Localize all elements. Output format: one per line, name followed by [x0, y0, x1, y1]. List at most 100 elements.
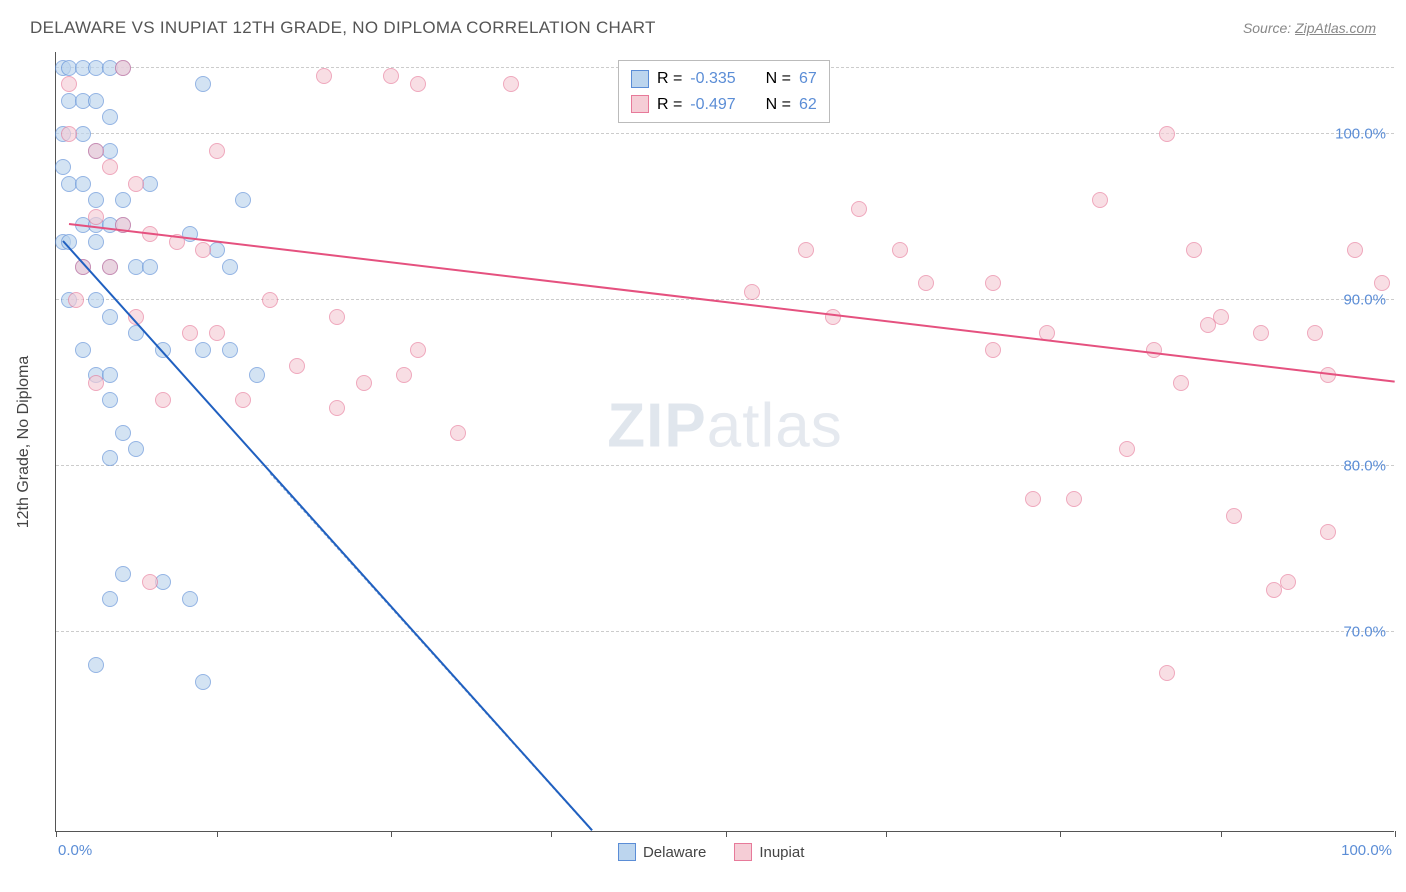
data-point — [128, 176, 144, 192]
x-tick — [551, 831, 552, 837]
data-point — [55, 159, 71, 175]
x-tick — [391, 831, 392, 837]
data-point — [1320, 524, 1336, 540]
data-point — [75, 176, 91, 192]
data-point — [209, 143, 225, 159]
data-point — [88, 209, 104, 225]
r-value: -0.497 — [690, 92, 735, 118]
data-point — [1186, 242, 1202, 258]
legend-row: R = -0.335 N = 67 — [631, 66, 817, 92]
x-tick — [56, 831, 57, 837]
data-point — [102, 450, 118, 466]
data-point — [102, 259, 118, 275]
data-point — [1025, 491, 1041, 507]
x-tick — [1060, 831, 1061, 837]
x-tick — [1221, 831, 1222, 837]
data-point — [410, 342, 426, 358]
gridline — [56, 133, 1394, 134]
data-point — [88, 657, 104, 673]
legend-swatch — [734, 843, 752, 861]
legend-swatch — [618, 843, 636, 861]
data-point — [1119, 441, 1135, 457]
data-point — [195, 342, 211, 358]
y-tick-label: 90.0% — [1343, 291, 1386, 308]
y-tick-label: 70.0% — [1343, 623, 1386, 640]
gridline — [56, 465, 1394, 466]
data-point — [128, 441, 144, 457]
data-point — [1226, 508, 1242, 524]
data-point — [1159, 665, 1175, 681]
source-link[interactable]: ZipAtlas.com — [1295, 20, 1376, 36]
x-max-label: 100.0% — [1341, 842, 1392, 859]
data-point — [88, 192, 104, 208]
data-point — [195, 674, 211, 690]
r-value: -0.335 — [690, 66, 735, 92]
data-point — [102, 159, 118, 175]
data-point — [1173, 375, 1189, 391]
trend-line — [62, 240, 592, 830]
data-point — [262, 292, 278, 308]
data-point — [1253, 325, 1269, 341]
n-label: N = — [766, 66, 791, 92]
legend-swatch — [631, 95, 649, 113]
data-point — [115, 566, 131, 582]
data-point — [1092, 192, 1108, 208]
legend-row: R = -0.497N = 62 — [631, 92, 817, 118]
n-value: 67 — [799, 66, 817, 92]
data-point — [142, 574, 158, 590]
data-point — [450, 425, 466, 441]
data-point — [985, 275, 1001, 291]
data-point — [88, 93, 104, 109]
data-point — [88, 375, 104, 391]
data-point — [1066, 491, 1082, 507]
data-point — [209, 325, 225, 341]
data-point — [316, 68, 332, 84]
y-tick-label: 100.0% — [1335, 125, 1386, 142]
data-point — [798, 242, 814, 258]
data-point — [744, 284, 760, 300]
n-value: 62 — [799, 92, 817, 118]
data-point — [892, 242, 908, 258]
data-point — [102, 309, 118, 325]
data-point — [222, 342, 238, 358]
x-tick — [217, 831, 218, 837]
data-point — [222, 259, 238, 275]
data-point — [115, 60, 131, 76]
data-point — [115, 192, 131, 208]
data-point — [1146, 342, 1162, 358]
data-point — [410, 76, 426, 92]
data-point — [235, 392, 251, 408]
data-point — [383, 68, 399, 84]
data-point — [195, 76, 211, 92]
data-point — [88, 143, 104, 159]
n-label: N = — [766, 92, 791, 118]
data-point — [503, 76, 519, 92]
data-point — [155, 392, 171, 408]
data-point — [1159, 126, 1175, 142]
gridline — [56, 631, 1394, 632]
y-tick-label: 80.0% — [1343, 457, 1386, 474]
legend-item: Inupiat — [734, 843, 804, 861]
data-point — [88, 234, 104, 250]
data-point — [102, 392, 118, 408]
data-point — [396, 367, 412, 383]
x-min-label: 0.0% — [58, 842, 92, 859]
data-point — [115, 425, 131, 441]
data-point — [851, 201, 867, 217]
source-attribution: Source: ZipAtlas.com — [1243, 20, 1376, 36]
legend-item: Delaware — [618, 843, 706, 861]
data-point — [1347, 242, 1363, 258]
data-point — [195, 242, 211, 258]
legend-swatch — [631, 70, 649, 88]
r-label: R = — [657, 66, 682, 92]
data-point — [329, 400, 345, 416]
chart-title: DELAWARE VS INUPIAT 12TH GRADE, NO DIPLO… — [30, 18, 656, 38]
legend-label: Inupiat — [759, 844, 804, 861]
data-point — [1374, 275, 1390, 291]
data-point — [102, 109, 118, 125]
data-point — [88, 292, 104, 308]
plot-area: ZIPatlas 12th Grade, No Diploma 70.0%80.… — [55, 52, 1394, 832]
legend-label: Delaware — [643, 844, 706, 861]
data-point — [102, 591, 118, 607]
scatter-plot: ZIPatlas 12th Grade, No Diploma 70.0%80.… — [55, 52, 1394, 832]
